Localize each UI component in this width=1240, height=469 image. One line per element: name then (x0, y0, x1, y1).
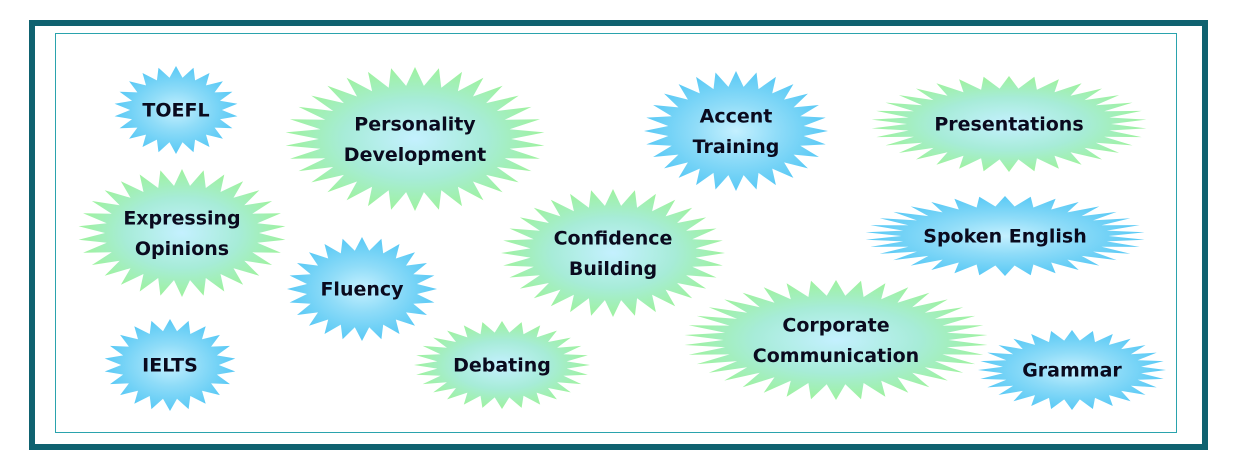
starburst-label: Confidence (554, 228, 673, 250)
starburst-label: Presentations (934, 114, 1083, 136)
starburst-grammar: Grammar (978, 330, 1166, 410)
starburst-shape (79, 169, 286, 297)
starburst-accent-training: Accent Training (644, 71, 828, 191)
starburst-debating: Debating (414, 321, 590, 409)
starburst-label: Development (344, 144, 486, 166)
starburst-label: IELTS (142, 355, 198, 377)
starburst-label: TOEFL (142, 100, 209, 122)
starburst-fluency: Fluency (287, 237, 437, 341)
starburst-expressing-opinions: Expressing Opinions (79, 169, 286, 297)
starburst-confidence-building: Confidence Building (501, 189, 725, 317)
starburst-presentations: Presentations (872, 76, 1147, 172)
starburst-toefl: TOEFL (115, 66, 238, 154)
starburst-personality-development: Personality Development (286, 67, 545, 211)
starburst-shape (501, 189, 725, 317)
starburst-label: Accent (700, 106, 773, 128)
starburst-label: Expressing (123, 208, 240, 230)
starburst-corporate-communication: Corporate Communication (685, 280, 988, 400)
starburst-label: Grammar (1022, 360, 1122, 382)
starburst-shape (286, 67, 545, 211)
starburst-shape (685, 280, 988, 400)
starburst-label: Debating (453, 355, 551, 377)
starburst-label: Training (693, 136, 780, 158)
starburst-label: Opinions (135, 238, 229, 260)
starburst-spoken-english: Spoken English (866, 196, 1145, 276)
starburst-label: Building (569, 258, 657, 280)
starburst-ielts: IELTS (105, 319, 236, 411)
starburst-label: Communication (753, 345, 919, 367)
starburst-label: Personality (354, 113, 476, 135)
starburst-shape (644, 71, 828, 191)
starburst-label: Spoken English (923, 226, 1086, 248)
starburst-label: Corporate (782, 314, 889, 336)
starburst-label: Fluency (320, 279, 404, 301)
